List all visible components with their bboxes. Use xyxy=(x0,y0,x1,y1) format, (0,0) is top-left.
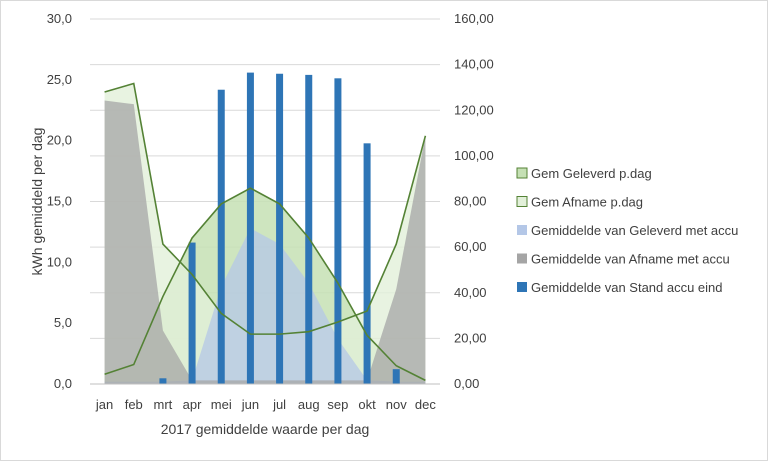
bar xyxy=(217,89,225,384)
y-right-tick-label: 100,00 xyxy=(454,148,494,163)
y-left-tick-label: 30,0 xyxy=(47,11,72,26)
y-left-tick-label: 15,0 xyxy=(47,194,72,209)
legend-label: Gem Geleverd p.dag xyxy=(531,166,652,181)
legend-label: Gemiddelde van Afname met accu xyxy=(531,252,730,267)
x-axis-title: 2017 gemiddelde waarde per dag xyxy=(161,421,370,437)
y-axis-title: kWh gemiddeld per dag xyxy=(29,128,45,276)
y-right-tick-label: 60,00 xyxy=(454,239,487,254)
bar xyxy=(334,78,342,384)
x-tick-label: aug xyxy=(298,397,320,412)
x-tick-label: mei xyxy=(211,397,232,412)
bar xyxy=(159,378,167,384)
area-series xyxy=(104,83,426,385)
legend-swatch xyxy=(517,253,527,264)
y-right-tick-label: 80,00 xyxy=(454,194,487,209)
area-outline-2 xyxy=(104,82,427,335)
bar xyxy=(246,72,254,384)
y-right-tick-label: 40,00 xyxy=(454,285,487,300)
x-tick-label: jan xyxy=(95,397,113,412)
x-tick-label: mrt xyxy=(154,397,173,412)
y-left-tick-label: 10,0 xyxy=(47,254,72,269)
y-left-tick-label: 25,0 xyxy=(47,72,72,87)
legend-swatch xyxy=(517,225,527,235)
area-outlines xyxy=(104,82,427,382)
axes: 0,00 20,00 40,00 60,00 80,00 100,00 120,00 140,… xyxy=(29,11,494,437)
x-tick-label: sep xyxy=(327,397,348,412)
legend: Gem Geleverd p.dag Gem Afname p.dag Gemidd… xyxy=(516,166,738,295)
x-tick-label: okt xyxy=(358,397,376,412)
x-tick-label: jun xyxy=(241,397,259,412)
y-right-tick-label: 140,00 xyxy=(454,57,494,72)
x-tick-label: dec xyxy=(415,397,436,412)
area-4 xyxy=(104,100,426,385)
area-3 xyxy=(104,228,426,384)
legend-label: Gemiddelde van Geleverd met accu xyxy=(531,223,738,238)
bar xyxy=(276,73,284,384)
y-left-tick-label: 20,0 xyxy=(47,133,72,148)
y-right-tick-label: 20,00 xyxy=(454,330,487,345)
legend-swatch xyxy=(516,167,528,179)
x-tick-label: feb xyxy=(125,397,143,412)
bar-series xyxy=(159,72,400,384)
y-right-tick-label: 0,00 xyxy=(454,376,479,391)
y-left-tick-label: 0,0 xyxy=(54,376,72,391)
area-outline-1 xyxy=(104,187,426,382)
bar xyxy=(305,74,313,384)
y-right-tick-label: 160,00 xyxy=(454,11,494,26)
bar xyxy=(188,242,196,384)
x-tick-label: apr xyxy=(183,397,202,412)
bar xyxy=(363,143,371,384)
legend-swatch xyxy=(516,196,528,207)
x-tick-label: jul xyxy=(272,397,286,412)
legend-swatch xyxy=(517,282,527,292)
area-2 xyxy=(104,83,426,384)
y-left-tick-label: 5,0 xyxy=(54,315,72,330)
y-right-tick-label: 120,00 xyxy=(454,102,494,117)
legend-label: Gemiddelde van Stand accu eind xyxy=(531,280,723,295)
legend-label: Gem Afname p.dag xyxy=(531,195,643,210)
bar xyxy=(392,369,400,384)
x-tick-label: nov xyxy=(386,397,407,412)
